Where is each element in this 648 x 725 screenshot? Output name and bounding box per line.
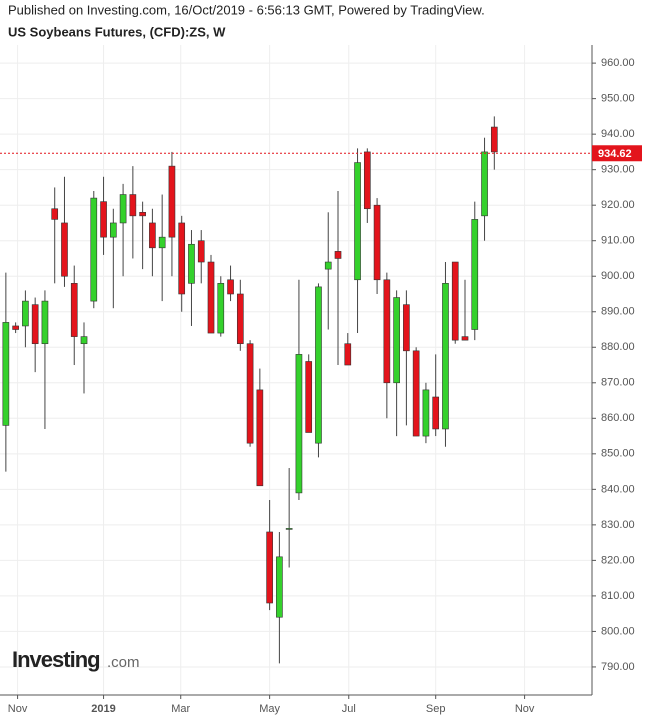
candle-body <box>276 556 283 618</box>
candle-body <box>295 354 303 494</box>
x-tick-label: Nov <box>8 703 28 715</box>
candle-body <box>266 531 273 604</box>
candle-body <box>139 211 146 217</box>
x-tick-label: Sep <box>426 703 446 715</box>
y-tick-label: 790.00 <box>601 661 635 673</box>
candle-body <box>393 297 400 384</box>
y-tick-label: 920.00 <box>601 199 635 211</box>
candle-body <box>197 240 205 263</box>
candle-body <box>422 389 430 437</box>
y-tick-label: 910.00 <box>601 235 635 247</box>
logo-brand: Investing <box>12 647 100 672</box>
candle-body <box>129 194 137 217</box>
candle-body <box>188 243 195 284</box>
y-tick-label: 940.00 <box>601 128 635 140</box>
y-tick-label: 930.00 <box>601 164 635 176</box>
x-tick-label: May <box>259 703 280 715</box>
y-tick-label: 830.00 <box>601 519 635 531</box>
y-tick-label: 890.00 <box>601 306 635 318</box>
candle-body <box>490 126 498 153</box>
y-tick-label: 860.00 <box>601 412 635 424</box>
candle-body <box>12 325 19 330</box>
candle-body <box>90 197 98 302</box>
candle-body <box>305 361 313 433</box>
y-tick-label: 870.00 <box>601 377 635 389</box>
y-tick-label: 960.00 <box>601 57 635 69</box>
candle-body <box>2 322 10 426</box>
candle-body <box>344 343 352 366</box>
y-tick-label: 950.00 <box>601 93 635 105</box>
x-tick-label: Mar <box>171 703 190 715</box>
candle-body <box>334 251 342 259</box>
plot-area <box>0 45 592 695</box>
candle-body <box>256 389 264 487</box>
candle-body <box>22 300 29 327</box>
candle-body <box>471 219 479 330</box>
candle-body <box>363 151 371 210</box>
candle-body <box>61 222 68 277</box>
candle-body <box>481 151 488 217</box>
candle-body <box>149 222 156 249</box>
candle-body <box>373 204 381 281</box>
candle-body <box>168 165 176 238</box>
candle-body <box>70 283 78 337</box>
candle-body <box>461 336 469 341</box>
candle-body <box>80 336 88 345</box>
y-tick-label: 850.00 <box>601 448 635 460</box>
candle-body <box>412 350 420 437</box>
candle-body <box>158 236 166 249</box>
y-tick-label: 880.00 <box>601 341 635 353</box>
candle-body <box>119 194 127 224</box>
candle-body <box>246 343 254 444</box>
x-tick-label: Nov <box>515 703 535 715</box>
published-note: Published on Investing.com, 16/Oct/2019 … <box>8 2 485 17</box>
y-tick-label: 820.00 <box>601 554 635 566</box>
y-tick-label: 800.00 <box>601 625 635 637</box>
y-tick-label: 810.00 <box>601 590 635 602</box>
logo-suffix: .com <box>107 654 140 671</box>
candle-body <box>100 201 107 238</box>
candle-body <box>324 261 332 270</box>
last-price-box <box>592 145 642 162</box>
candle-body <box>285 528 293 530</box>
candle-body <box>227 279 234 295</box>
x-tick-label: 2019 <box>91 703 115 715</box>
candle-body <box>217 283 225 334</box>
candle-body <box>432 396 440 430</box>
candle-body <box>315 286 322 444</box>
candle-body <box>41 300 49 345</box>
candle-body <box>442 283 449 430</box>
candle-body <box>403 304 410 352</box>
last-price-label: 934.62 <box>598 148 632 160</box>
candle-body <box>236 293 244 345</box>
candle-body <box>451 261 459 341</box>
candle-body <box>207 261 215 334</box>
candle-body <box>354 162 361 281</box>
candle-body <box>109 222 117 238</box>
x-tick-label: Jul <box>342 703 356 715</box>
candle-body <box>51 208 59 220</box>
candle-body <box>31 304 39 345</box>
candle-body <box>383 279 391 384</box>
y-tick-label: 900.00 <box>601 270 635 282</box>
chart-title: US Soybeans Futures, (CFD):ZS, W <box>8 24 226 39</box>
y-tick-label: 840.00 <box>601 483 635 495</box>
candle-body <box>178 222 186 295</box>
